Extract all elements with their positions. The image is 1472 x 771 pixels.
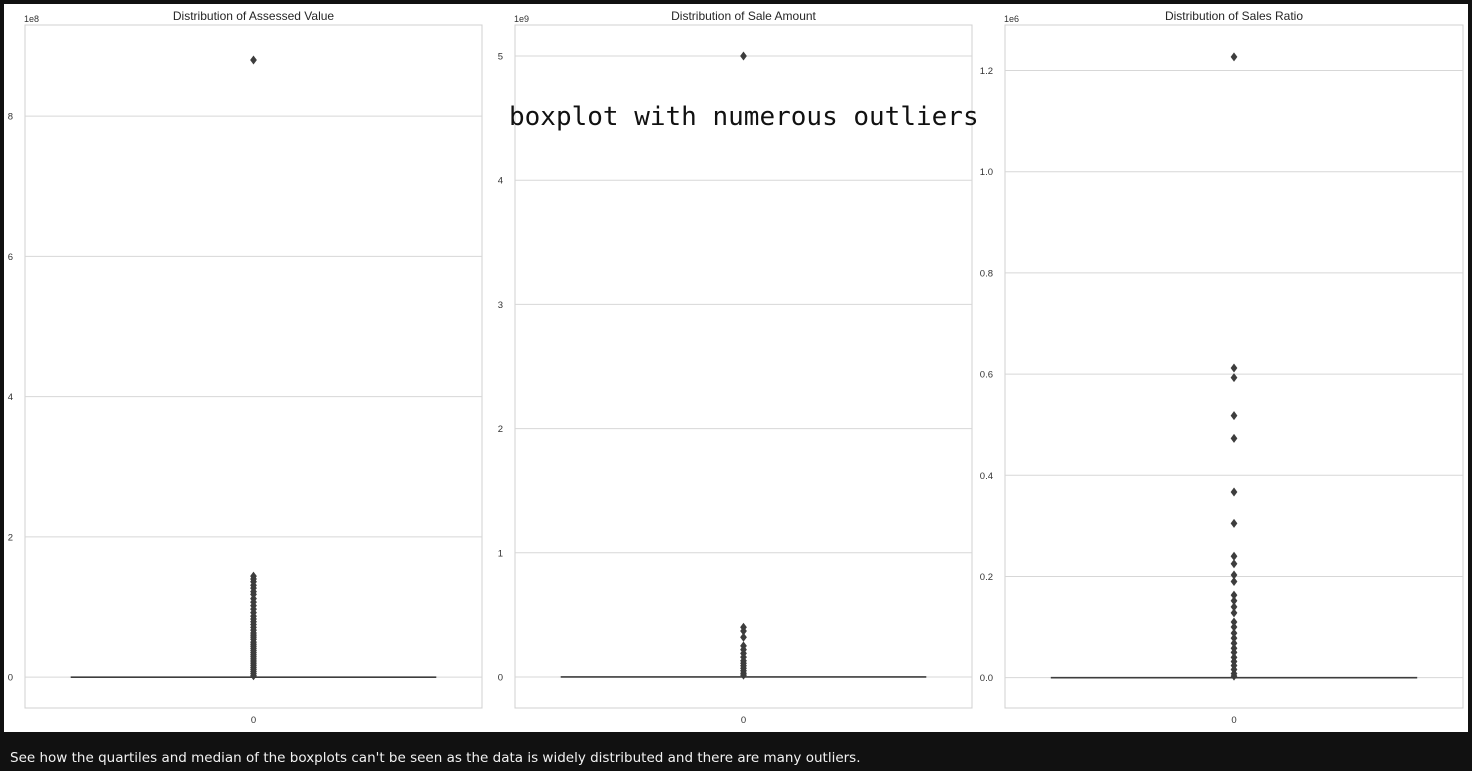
axis-scale-label: 1e8	[24, 14, 39, 24]
outlier-point	[1230, 577, 1238, 587]
outlier-point	[1230, 559, 1238, 569]
plot-area	[24, 24, 483, 709]
plot-area	[1004, 24, 1464, 709]
x-tick-label: 0	[1231, 715, 1236, 726]
y-tick-label: 8	[8, 112, 13, 123]
y-tick-label: 0	[8, 673, 13, 684]
figure: 0 2 4 6 8 1e8 Distribution of Assessed Value 0 0…	[4, 4, 1468, 732]
y-tick-label: 0.0	[980, 673, 993, 684]
y-tick-label: 5	[498, 52, 503, 63]
y-tick-label: 1	[498, 548, 503, 559]
y-tick-label: 0	[498, 672, 503, 683]
outlier-point	[1230, 363, 1238, 373]
y-tick-label: 4	[498, 176, 503, 187]
outlier-point	[1230, 608, 1238, 618]
y-tick-label: 4	[8, 392, 13, 403]
outlier-point	[740, 632, 747, 642]
outlier-point	[740, 51, 747, 61]
axis-scale-label: 1e6	[1004, 14, 1019, 24]
outlier-point	[1230, 551, 1238, 561]
plot-area	[514, 24, 973, 709]
outlier-point	[740, 670, 747, 680]
y-tick-label: 1.0	[980, 167, 993, 178]
outlier-point	[1230, 411, 1238, 421]
x-tick-label: 0	[741, 715, 746, 726]
y-tick-label: 2	[498, 424, 503, 435]
y-tick-label: 0.2	[980, 572, 993, 583]
x-tick-label: 0	[251, 715, 256, 726]
outlier-point	[1230, 52, 1238, 62]
outlier-point	[1230, 518, 1238, 528]
outlier-point	[1230, 433, 1238, 443]
boxplot-figure: 0 2 4 6 8 1e8 Distribution of Assessed Value 0 0…	[8, 9, 1464, 726]
y-tick-label: 1.2	[980, 66, 993, 77]
y-tick-label: 3	[498, 300, 503, 311]
outlier-point	[250, 671, 257, 681]
outlier-point	[1230, 487, 1238, 497]
chart-title: Distribution of Assessed Value	[173, 9, 335, 23]
y-tick-label: 0.6	[980, 370, 993, 381]
outlier-point	[1230, 671, 1238, 681]
outlier-point	[250, 55, 257, 65]
overlay-label: boxplot with numerous outliers	[509, 102, 979, 132]
outlier-point	[1230, 373, 1238, 383]
y-tick-label: 0.8	[980, 268, 993, 279]
chart-title: Distribution of Sale Amount	[671, 9, 816, 23]
y-tick-label: 2	[8, 532, 13, 543]
caption: See how the quartiles and median of the …	[10, 750, 861, 766]
y-tick-label: 0.4	[980, 471, 993, 482]
chart-title: Distribution of Sales Ratio	[1165, 9, 1303, 23]
y-tick-label: 6	[8, 252, 13, 263]
axis-scale-label: 1e9	[514, 14, 529, 24]
